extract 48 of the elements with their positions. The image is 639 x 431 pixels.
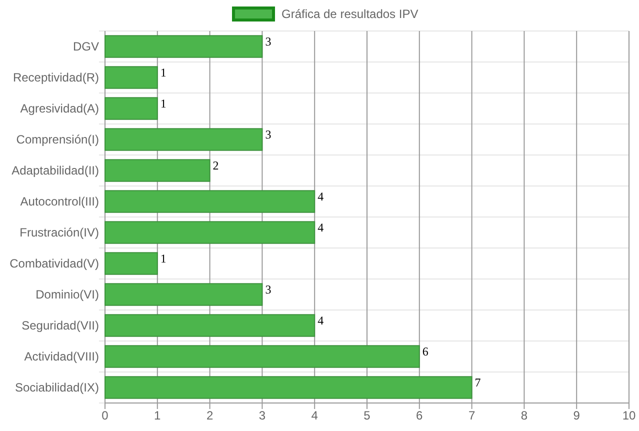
bar	[104, 283, 263, 306]
y-tick-label: Frustración(IV)	[20, 225, 99, 240]
data-label: 1	[160, 96, 166, 111]
y-tick-label: Dominio(VI)	[36, 287, 99, 302]
bar	[104, 97, 158, 120]
bar	[104, 159, 210, 182]
bar	[104, 252, 158, 275]
y-tick-label: Seguridad(VII)	[22, 318, 99, 332]
y-tick-label: Agresividad(A)	[20, 101, 99, 116]
bar	[104, 190, 316, 213]
bar	[104, 221, 316, 244]
y-tick-label: Actividad(VIII)	[24, 349, 99, 364]
y-tick-label: Comprensión(I)	[16, 132, 99, 146]
x-tick-label: 3	[258, 408, 266, 423]
bar	[104, 128, 263, 151]
data-label: 3	[265, 128, 272, 142]
x-tick-label: 0	[102, 408, 109, 423]
y-tick-label: Adaptabilidad(II)	[12, 163, 99, 178]
bar	[104, 376, 472, 399]
x-tick-label: 1	[154, 408, 162, 423]
data-label: 3	[265, 282, 272, 297]
y-tick-label: Receptividad(R)	[12, 70, 99, 84]
data-label: 4	[318, 190, 324, 204]
data-label: 4	[318, 220, 324, 235]
bar	[104, 345, 420, 368]
x-tick-label: 5	[364, 408, 371, 423]
data-label: 6	[422, 344, 428, 359]
y-tick-label: Autocontrol(III)	[20, 194, 99, 208]
legend-label: Gráfica de resultados IPV	[282, 7, 418, 21]
data-label: 3	[265, 34, 272, 49]
x-tick-label: 2	[206, 408, 214, 423]
data-label: 1	[160, 252, 166, 266]
x-tick-label: 4	[311, 408, 318, 423]
data-label: 1	[160, 66, 166, 80]
x-tick-label: 10	[622, 408, 636, 423]
x-tick-label: 7	[468, 408, 476, 423]
x-tick-label: 8	[520, 408, 528, 423]
data-label: 7	[474, 376, 481, 390]
x-tick-label: 9	[573, 408, 580, 423]
x-tick-label: 6	[416, 408, 424, 423]
bar	[104, 35, 263, 58]
y-tick-label: Sociabilidad(IX)	[14, 380, 99, 394]
bar	[104, 66, 158, 89]
y-tick-label: Combatividad(V)	[10, 256, 99, 270]
data-label: 4	[318, 314, 324, 328]
data-label: 2	[212, 158, 219, 173]
y-tick-label: DGV	[72, 39, 99, 54]
bar	[104, 314, 316, 337]
